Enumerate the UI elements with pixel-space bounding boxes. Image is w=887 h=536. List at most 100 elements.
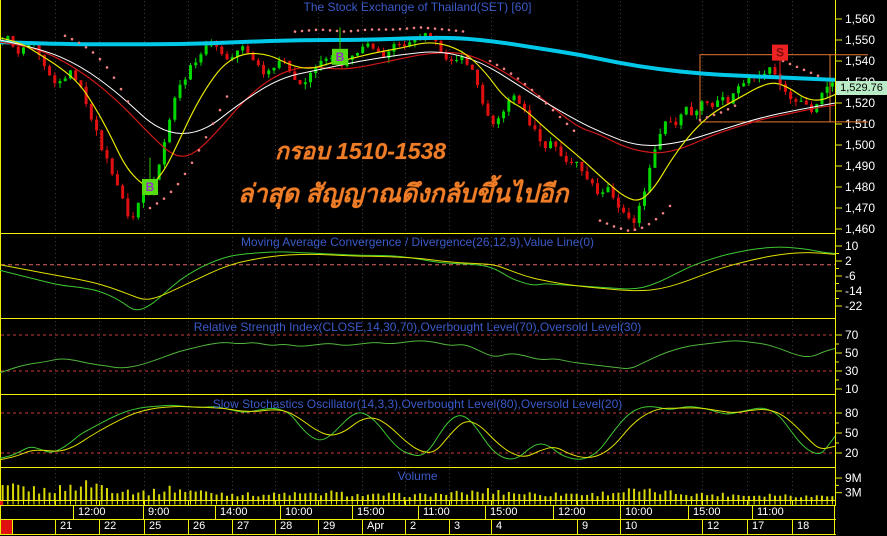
time-cell: 10:00 — [620, 506, 688, 519]
volume-bar — [346, 496, 349, 500]
buy-signal-marker[interactable]: B — [142, 157, 158, 195]
candle — [689, 102, 693, 116]
macd-y-axis: 102-6-14-22 — [836, 239, 863, 313]
y-axis-label: -6 — [845, 269, 856, 283]
rsi-line — [0, 340, 836, 374]
volume-bar — [622, 492, 625, 500]
volume-bar — [372, 493, 375, 500]
y-axis-label: 1,480 — [845, 180, 875, 194]
volume-bar — [152, 488, 155, 500]
volume-bar — [591, 492, 594, 500]
volume-bar — [419, 493, 422, 500]
y-axis-label: 1,500 — [845, 138, 875, 152]
candle — [653, 145, 657, 168]
y-axis-label: 1,470 — [845, 201, 875, 215]
date-cell: 10 — [620, 520, 702, 534]
candle — [512, 93, 516, 105]
candle — [220, 45, 224, 56]
candle — [371, 43, 375, 51]
volume-bar — [147, 495, 150, 500]
volume-bar — [768, 493, 771, 500]
volume-bar — [293, 492, 296, 500]
candle — [199, 52, 203, 66]
y-axis-label: 2 — [845, 254, 852, 268]
volume-bar — [220, 492, 223, 500]
candle — [439, 38, 443, 53]
volume-bar — [627, 488, 630, 500]
volume-bar — [257, 496, 260, 500]
volume-bar — [194, 491, 197, 500]
volume-bar — [747, 495, 750, 500]
volume-bar — [727, 496, 730, 500]
volume-bar — [659, 494, 662, 500]
candle — [486, 100, 490, 117]
stoch-y-axis: 80 50 20 — [836, 406, 859, 460]
y-axis-label: 1,540 — [845, 54, 875, 68]
volume-bar — [716, 496, 719, 500]
y-axis-label: 70 — [845, 328, 859, 342]
price-y-axis: 1,5601,5501,5401,5301,5201,5101,5001,490… — [836, 12, 875, 236]
candle — [825, 81, 829, 99]
candle — [596, 177, 600, 196]
volume-bar — [763, 496, 766, 500]
time-cell: 15:00 — [688, 506, 752, 519]
candle — [674, 117, 678, 128]
volume-bar — [471, 490, 474, 500]
candle — [643, 187, 647, 211]
volume-bar — [513, 493, 516, 500]
volume-bar — [737, 494, 740, 500]
volume-bar — [784, 494, 787, 500]
volume-bar — [168, 485, 171, 500]
volume-bar — [74, 490, 77, 500]
y-axis-label: 50 — [845, 346, 859, 360]
range-box[interactable] — [699, 54, 868, 123]
candle — [580, 161, 584, 176]
candle — [319, 55, 323, 72]
y-axis-label: 20 — [845, 446, 859, 460]
svg-text:S: S — [776, 46, 784, 60]
candle — [272, 67, 276, 74]
candle — [95, 115, 99, 136]
date-cell: 18 — [792, 520, 835, 534]
candle — [470, 64, 474, 71]
scroll-indicator[interactable] — [0, 501, 3, 505]
candle — [100, 129, 104, 152]
candle — [726, 95, 730, 105]
candle — [736, 83, 740, 99]
volume-bar — [560, 495, 563, 500]
volume-bar — [429, 496, 432, 500]
candle — [684, 106, 688, 116]
candle — [554, 140, 558, 152]
volume-bar — [565, 493, 568, 500]
rsi-y-axis: 70 50 30 10 — [836, 328, 859, 396]
annotation-range-text[interactable]: กรอบ 1510-1538 — [275, 138, 447, 164]
volume-bar — [314, 493, 317, 500]
candle — [382, 47, 386, 59]
annotation-signal-text[interactable]: ล่าสุด สัญญาณดึงกลับขึ้นไปอีก — [238, 180, 569, 208]
volume-bar — [215, 494, 218, 500]
volume-bar — [304, 493, 307, 500]
macd-line — [0, 246, 836, 311]
candle — [663, 120, 667, 136]
signal-line — [0, 252, 836, 300]
volume-bar — [753, 495, 756, 500]
time-date-row: 21 22 25 26 27 28 29 Apr 2 3 4 9 10 12 17 18 — [0, 519, 836, 535]
volume-bar — [486, 488, 489, 500]
buy-signal-marker[interactable]: B — [332, 27, 348, 65]
y-axis-label: 10 — [845, 382, 859, 396]
candle — [496, 115, 500, 129]
sell-signal-marker[interactable]: S — [772, 44, 788, 91]
candle — [606, 182, 610, 193]
candle — [89, 103, 93, 122]
sar-dots — [63, 26, 820, 232]
date-cell — [12, 520, 55, 534]
volume-bar — [570, 493, 573, 500]
volume-bar — [549, 496, 552, 500]
volume-bar — [831, 496, 834, 500]
y-axis-label: 50 — [845, 426, 859, 440]
volume-bar — [361, 496, 364, 500]
candle — [481, 82, 485, 106]
volume-bar — [403, 497, 406, 500]
volume-bar — [439, 494, 442, 500]
